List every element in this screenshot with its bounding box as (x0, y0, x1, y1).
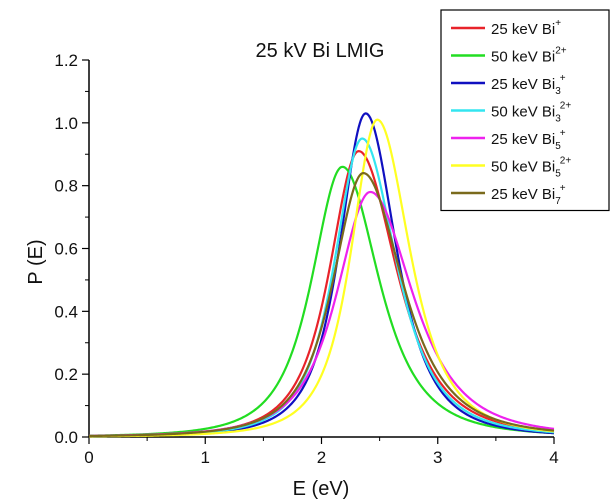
chart-title: 25 kV Bi LMIG (256, 40, 385, 62)
axes: 0 1 2 3 4 0.0 0.2 0.4 0.6 0.8 1.0 1.2 (54, 51, 558, 467)
x-tick-label-4: 4 (549, 448, 558, 467)
y-tick-label-3: 0.6 (54, 240, 78, 259)
legend-label-5: 50 keV Bi52+ (491, 156, 571, 180)
series-lines (88, 112, 555, 438)
legend-label-3: 50 keV Bi32+ (491, 101, 571, 125)
legend-label-6: 25 keV Bi7+ (491, 183, 566, 207)
y-tick-label-4: 0.8 (54, 177, 78, 196)
legend-label-2: 25 keV Bi3+ (491, 73, 566, 97)
y-tick-label-6: 1.2 (54, 51, 78, 70)
legend: 25 keV Bi+ 50 keV Bi2+ 25 keV Bi3+ 50 keV B… (440, 9, 610, 212)
x-tick-label-1: 1 (201, 448, 210, 467)
legend-label-4: 25 keV Bi5+ (491, 128, 566, 152)
y-axis-title: P (E) (25, 239, 47, 284)
y-tick-label-2: 0.4 (54, 302, 78, 321)
y-tick-label-1: 0.2 (54, 365, 78, 384)
x-tick-label-3: 3 (433, 448, 442, 467)
series-line-6 (88, 171, 555, 438)
x-tick-label-2: 2 (317, 448, 326, 467)
legend-label-0: 25 keV Bi+ (491, 18, 561, 38)
y-tick-label-5: 1.0 (54, 114, 78, 133)
x-tick-label-0: 0 (84, 448, 93, 467)
legend-label-1: 50 keV Bi2+ (491, 46, 567, 66)
x-axis-title: E (eV) (293, 478, 350, 500)
y-tick-label-0: 0.0 (54, 428, 78, 447)
